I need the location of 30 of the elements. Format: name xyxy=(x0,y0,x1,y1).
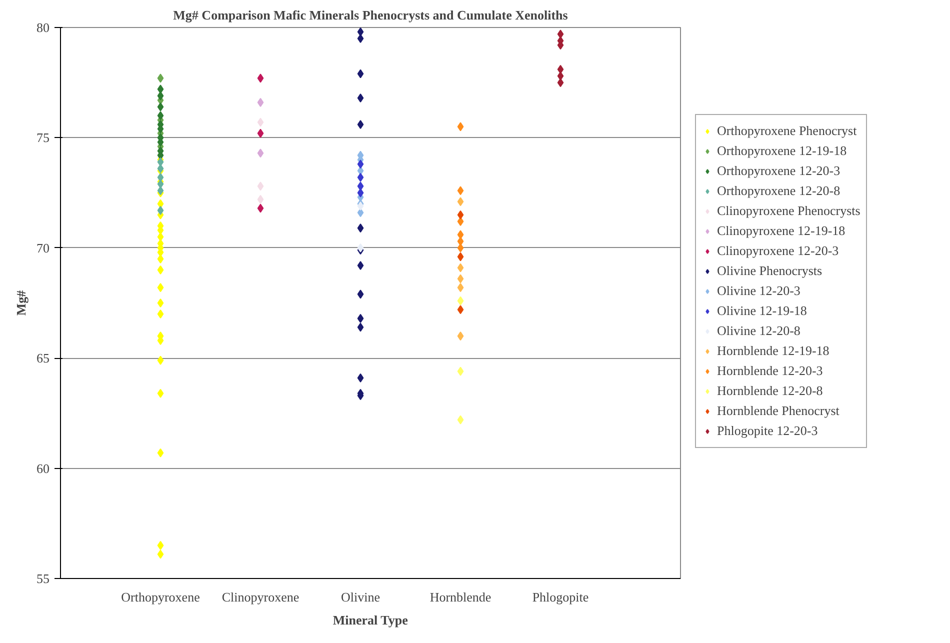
legend-label: Hornblende Phenocryst xyxy=(717,403,840,419)
legend-label: Hornblende 12-19-18 xyxy=(717,343,830,359)
y-tick-label: 70 xyxy=(36,240,50,256)
x-tick-label: Phlogopite xyxy=(532,590,589,604)
y-tick-label: 55 xyxy=(36,571,50,586)
x-tick-label: Orthopyroxene xyxy=(121,590,200,604)
x-axis-title: Mineral Type xyxy=(332,612,408,628)
legend-label: Orthopyroxene Phenocryst xyxy=(717,123,857,139)
legend-label: Clinopyroxene 12-19-18 xyxy=(717,223,846,239)
legend-label: Orthopyroxene 12-20-8 xyxy=(717,183,840,199)
legend-label: Orthopyroxene 12-19-18 xyxy=(717,143,847,159)
legend-label: Clinopyroxene Phenocrysts xyxy=(717,203,860,219)
y-tick-label: 65 xyxy=(36,350,50,366)
legend-label: Orthopyroxene 12-20-3 xyxy=(717,163,840,179)
legend-label: Olivine 12-20-3 xyxy=(717,283,800,299)
y-tick-label: 75 xyxy=(36,130,50,146)
legend-label: Olivine Phenocrysts xyxy=(717,263,822,279)
legend-label: Clinopyroxene 12-20-3 xyxy=(717,243,839,259)
legend-label: Hornblende 12-20-3 xyxy=(717,363,823,379)
legend-label: Phlogopite 12-20-3 xyxy=(717,423,818,439)
legend-label: Olivine 12-20-8 xyxy=(717,323,800,339)
y-tick-label: 80 xyxy=(36,20,50,35)
x-tick-label: Hornblende xyxy=(430,590,492,604)
chart-title: Mg# Comparison Mafic Minerals Phenocrysts and Cumulate Xenoliths xyxy=(173,8,568,22)
legend-label: Olivine 12-19-18 xyxy=(717,303,807,319)
y-axis-title: Mg# xyxy=(14,290,28,316)
x-tick-label: Clinopyroxene xyxy=(222,590,300,604)
y-tick-label: 60 xyxy=(36,460,50,476)
legend-label: Hornblende 12-20-8 xyxy=(717,383,823,399)
x-tick-label: Olivine xyxy=(341,590,380,604)
